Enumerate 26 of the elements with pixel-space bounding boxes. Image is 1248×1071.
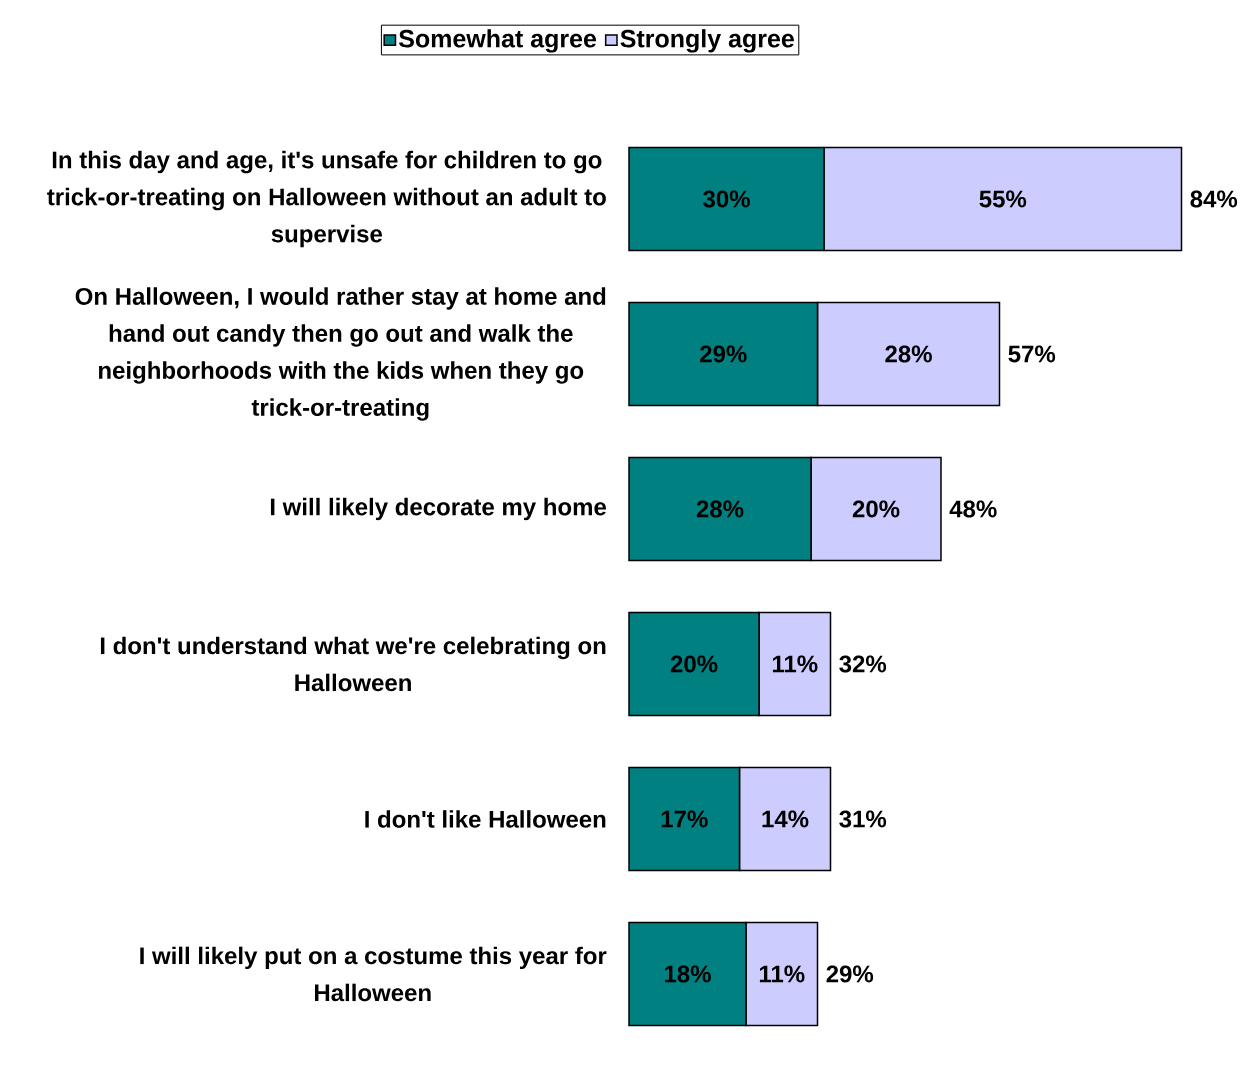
total-label: 48%	[949, 500, 997, 518]
total-label: 32%	[839, 655, 887, 673]
data-label: 11%	[772, 655, 818, 673]
data-label: 29%	[700, 345, 747, 363]
y-tick-label: In this day and age, it's unsafe for children to go trick-or-treating on Halloween without an adult to supervise	[47, 150, 606, 248]
total-label: 57%	[1008, 345, 1056, 363]
total-label: 31%	[839, 810, 887, 828]
data-label: 14%	[762, 810, 809, 828]
y-tick-label: I will likely decorate my home	[270, 497, 606, 521]
data-label: 20%	[852, 500, 900, 518]
y-tick-label: I don't understand what we're celebrating on Halloween	[100, 636, 606, 692]
y-tick-label: I don't like Halloween	[365, 810, 606, 828]
data-label: 30%	[703, 190, 750, 208]
total-label: 29%	[826, 965, 874, 983]
data-label: 28%	[696, 500, 744, 518]
data-label: 17%	[661, 810, 708, 828]
data-label: 18%	[665, 965, 711, 983]
data-label: 11%	[759, 965, 805, 983]
legend-label: Somewhat agree	[398, 29, 597, 53]
legend-label: Strongly agree	[620, 29, 794, 53]
total-label: 84%	[1190, 190, 1238, 208]
data-label: 20%	[670, 655, 718, 673]
y-tick-label: I will likely put on a costume this year for Halloween	[140, 946, 607, 1002]
data-label: 28%	[885, 345, 932, 363]
data-label: 55%	[979, 190, 1027, 208]
y-tick-label: On Halloween, I would rather stay at home and hand out candy then go out and walk the neighborhoods with the kids when they go trick-or-treating	[75, 287, 606, 421]
